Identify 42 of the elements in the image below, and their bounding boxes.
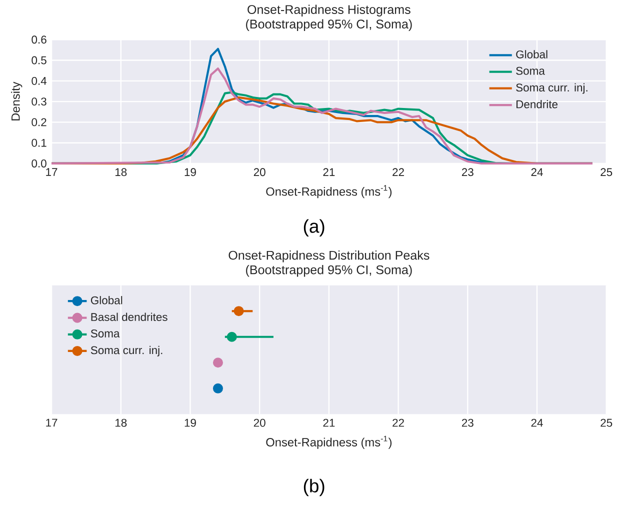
chart-title: Onset-Rapidness Histograms [248, 4, 410, 16]
y-tick-label: 0.3 [32, 97, 46, 106]
y-tick-label: 0.0 [32, 159, 46, 168]
x-tick-label: 22 [392, 418, 404, 427]
x-tick-label: 22 [392, 168, 404, 176]
y-tick-label: 0.1 [32, 138, 46, 147]
legend-label: Global [90, 296, 122, 304]
x-tick-label: 20 [254, 418, 266, 427]
chart-subtitle: (Bootstrapped 95% CI, Soma) [246, 264, 412, 277]
x-tick-label: 23 [462, 168, 474, 176]
legend-label: Soma [516, 66, 545, 75]
legend-label: Soma curr. inj. [516, 83, 588, 94]
chart-subtitle: (Bootstrapped 95% CI, Soma) [246, 19, 412, 31]
x-tick-label: 24 [531, 418, 543, 427]
legend-label: Basal dendrites [91, 312, 168, 321]
x-tick-label: 19 [184, 418, 196, 427]
x-tick-label: 18 [115, 168, 127, 176]
x-tick-label: 25 [600, 168, 612, 176]
x-tick-label: 17 [46, 168, 58, 176]
chart-title: Onset-Rapidness Distribution Peaks [228, 250, 430, 262]
y-axis-title: Density [11, 82, 22, 120]
x-tick-label: 21 [323, 168, 335, 176]
y-tick-label: 0.4 [32, 76, 47, 85]
x-tick-label: 24 [531, 168, 543, 176]
legend-label: Global [516, 50, 548, 58]
legend-label: Soma [90, 329, 120, 338]
text: (b) [304, 478, 324, 496]
x-tick-label: 23 [462, 418, 474, 427]
x-tick-label: 25 [600, 418, 612, 427]
x-tick-label: 18 [115, 418, 127, 427]
x-tick-label: 20 [254, 168, 266, 176]
legend-label: Dendrite [516, 100, 558, 108]
y-tick-label: 0.5 [32, 56, 46, 64]
y-tick-label: 0.2 [32, 118, 46, 126]
x-axis-title: Onset-Rapidness (ms$^{-1}$) [266, 436, 392, 449]
x-axis-title: Onset-Rapidness (ms$^{-1}$) [266, 185, 392, 198]
x-tick-label: 19 [184, 168, 196, 176]
legend-label: Soma curr. inj. [90, 346, 162, 356]
text: (a) [304, 219, 324, 236]
x-tick-label: 21 [323, 418, 335, 427]
y-tick-label: 0.6 [32, 36, 46, 44]
x-tick-label: 17 [46, 418, 58, 426]
